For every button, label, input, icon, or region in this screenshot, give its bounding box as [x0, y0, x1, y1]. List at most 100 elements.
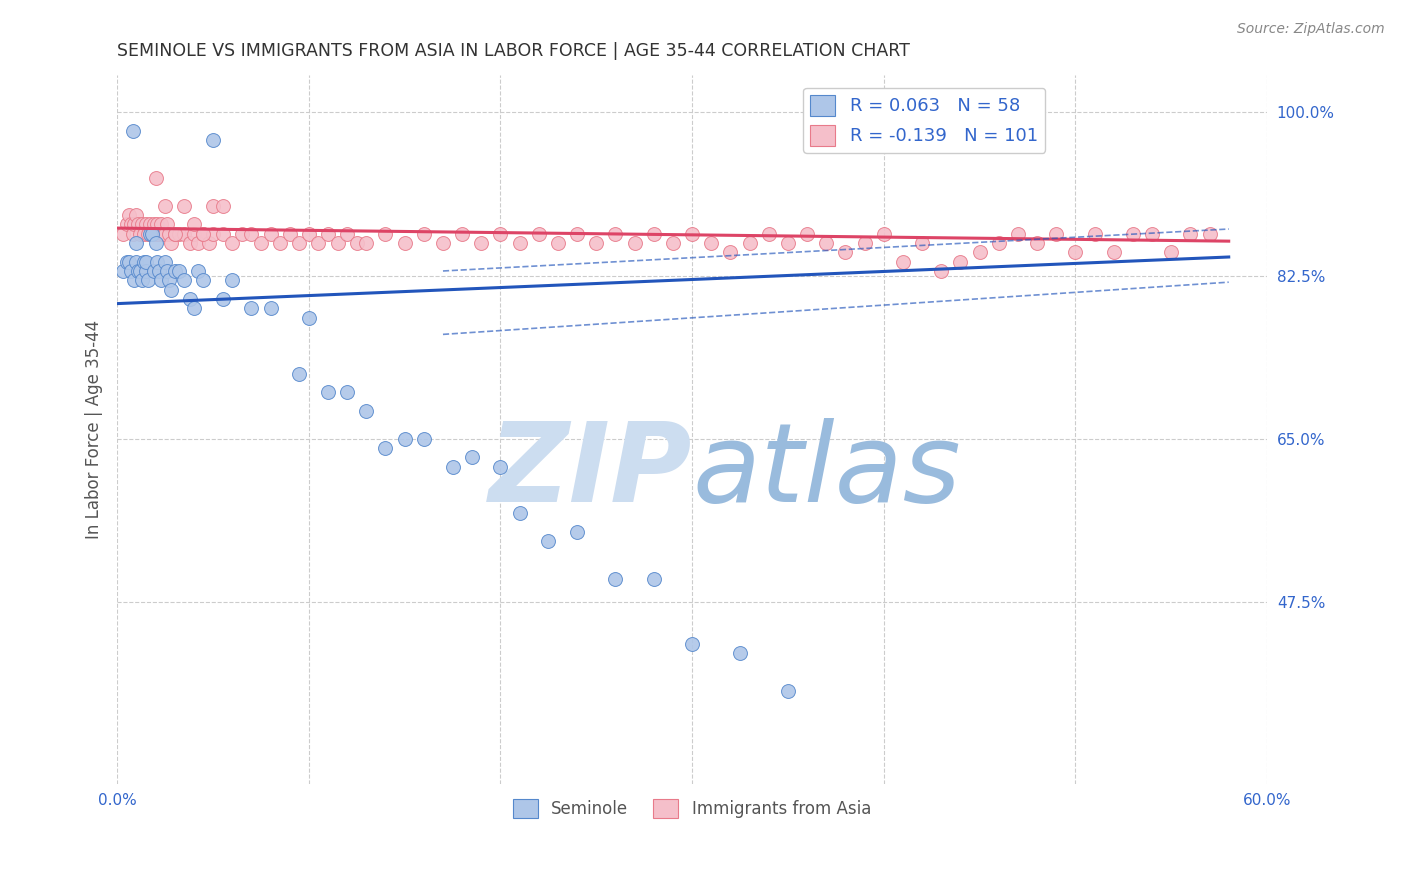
Point: [153, 227, 176, 241]
Legend: Seminole, Immigrants from Asia: Seminole, Immigrants from Asia: [506, 792, 877, 825]
Text: atlas: atlas: [692, 418, 960, 525]
Point: [157, 227, 180, 241]
Point: [157, 273, 180, 287]
Point: [298, 310, 321, 325]
Point: [489, 459, 512, 474]
Point: [125, 254, 148, 268]
Point: [150, 273, 173, 287]
Point: [394, 235, 416, 250]
Point: [131, 273, 153, 287]
Point: [489, 227, 512, 241]
Point: [1026, 235, 1049, 250]
Point: [700, 235, 723, 250]
Point: [949, 254, 972, 268]
Point: [167, 227, 190, 241]
Point: [173, 199, 195, 213]
Point: [278, 227, 301, 241]
Point: [605, 227, 627, 241]
Point: [111, 264, 134, 278]
Point: [356, 404, 378, 418]
Point: [796, 227, 818, 241]
Point: [187, 235, 209, 250]
Point: [776, 683, 799, 698]
Point: [198, 235, 221, 250]
Point: [346, 235, 368, 250]
Point: [179, 292, 201, 306]
Point: [451, 227, 474, 241]
Point: [1160, 245, 1182, 260]
Point: [509, 235, 531, 250]
Point: [432, 235, 454, 250]
Point: [183, 301, 205, 316]
Point: [873, 227, 896, 241]
Point: [120, 264, 142, 278]
Point: [1102, 245, 1125, 260]
Point: [605, 572, 627, 586]
Point: [115, 254, 138, 268]
Point: [142, 264, 165, 278]
Point: [259, 227, 281, 241]
Point: [1083, 227, 1105, 241]
Point: [853, 235, 876, 250]
Point: [145, 170, 167, 185]
Point: [681, 227, 703, 241]
Point: [118, 208, 141, 222]
Point: [259, 301, 281, 316]
Point: [1007, 227, 1029, 241]
Point: [1045, 227, 1067, 241]
Point: [1140, 227, 1163, 241]
Point: [221, 235, 243, 250]
Point: [163, 227, 186, 241]
Point: [211, 227, 233, 241]
Point: [202, 227, 225, 241]
Point: [141, 227, 163, 241]
Point: [911, 235, 934, 250]
Point: [146, 218, 169, 232]
Point: [929, 264, 952, 278]
Point: [643, 572, 665, 586]
Point: [728, 646, 751, 660]
Point: [987, 235, 1010, 250]
Point: [111, 227, 134, 241]
Point: [240, 301, 263, 316]
Point: [125, 235, 148, 250]
Point: [202, 199, 225, 213]
Point: [153, 254, 176, 268]
Point: [412, 227, 434, 241]
Point: [316, 385, 339, 400]
Point: [565, 227, 588, 241]
Point: [146, 254, 169, 268]
Point: [1122, 227, 1144, 241]
Point: [129, 264, 152, 278]
Point: [834, 245, 856, 260]
Point: [356, 235, 378, 250]
Point: [288, 367, 311, 381]
Point: [152, 227, 174, 241]
Point: [269, 235, 291, 250]
Point: [623, 235, 645, 250]
Point: [173, 273, 195, 287]
Point: [131, 218, 153, 232]
Point: [738, 235, 761, 250]
Text: SEMINOLE VS IMMIGRANTS FROM ASIA IN LABOR FORCE | AGE 35-44 CORRELATION CHART: SEMINOLE VS IMMIGRANTS FROM ASIA IN LABO…: [117, 42, 910, 60]
Point: [136, 273, 159, 287]
Point: [662, 235, 685, 250]
Point: [118, 254, 141, 268]
Point: [136, 227, 159, 241]
Point: [187, 264, 209, 278]
Point: [815, 235, 838, 250]
Point: [120, 218, 142, 232]
Point: [537, 534, 560, 549]
Point: [307, 235, 329, 250]
Point: [240, 227, 263, 241]
Point: [148, 264, 170, 278]
Point: [139, 218, 162, 232]
Point: [145, 227, 167, 241]
Point: [142, 218, 165, 232]
Point: [121, 124, 143, 138]
Text: ZIP: ZIP: [489, 418, 692, 525]
Point: [145, 235, 167, 250]
Point: [193, 273, 215, 287]
Point: [193, 227, 215, 241]
Point: [183, 218, 205, 232]
